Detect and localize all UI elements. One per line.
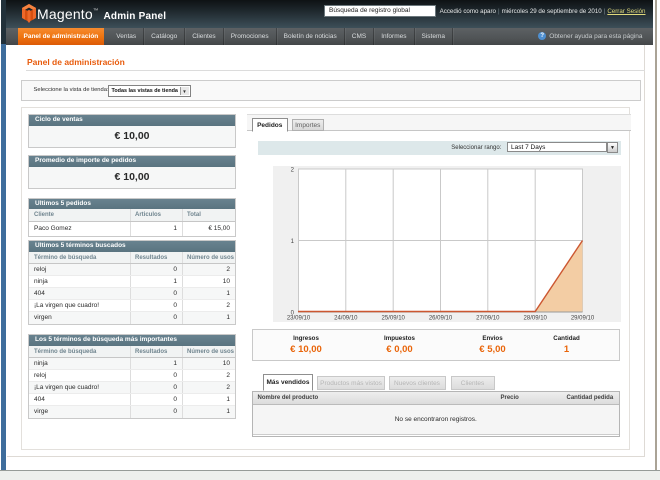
svg-text:2: 2 bbox=[291, 167, 295, 173]
svg-text:28/09/10: 28/09/10 bbox=[524, 315, 548, 321]
svg-text:26/09/10: 26/09/10 bbox=[429, 315, 453, 321]
svg-text:29/09/10: 29/09/10 bbox=[571, 315, 595, 321]
svg-text:25/09/10: 25/09/10 bbox=[382, 315, 406, 321]
svg-text:1: 1 bbox=[291, 239, 295, 245]
svg-text:24/09/10: 24/09/10 bbox=[334, 315, 358, 321]
svg-text:27/09/10: 27/09/10 bbox=[476, 315, 500, 321]
svg-text:23/09/10: 23/09/10 bbox=[287, 315, 311, 321]
svg-text:0: 0 bbox=[291, 310, 295, 316]
